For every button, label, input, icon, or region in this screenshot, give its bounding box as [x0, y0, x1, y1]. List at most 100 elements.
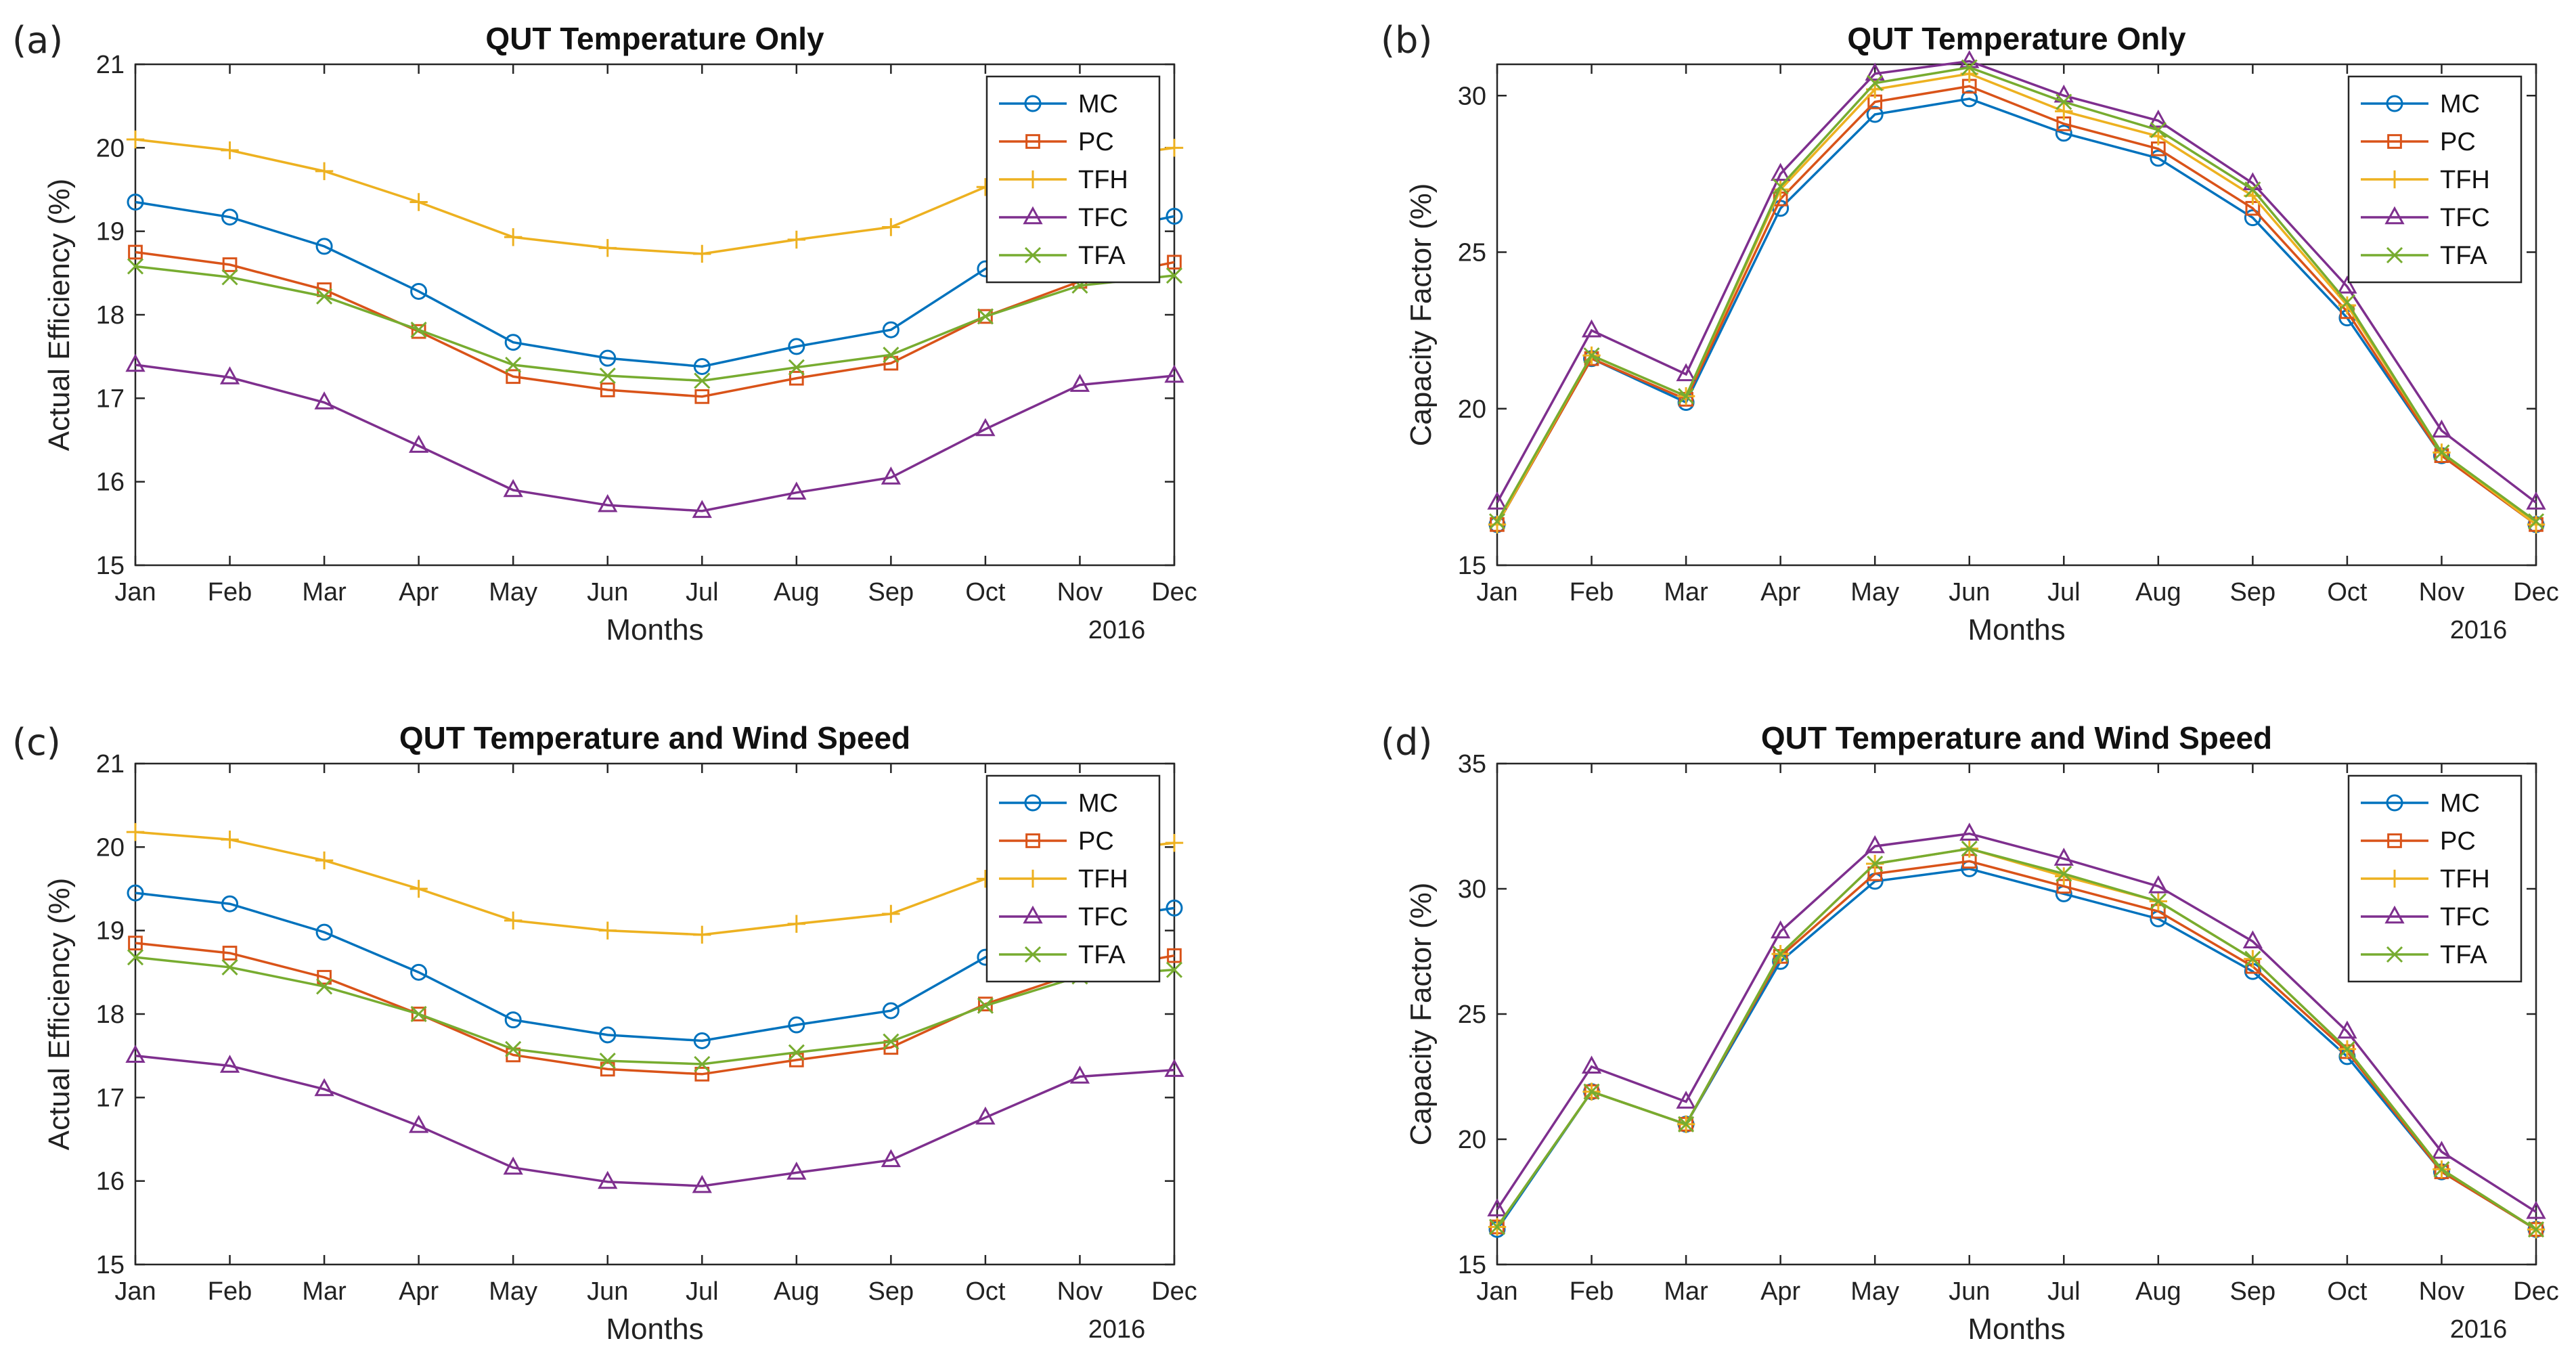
data-point-mc [221, 208, 239, 226]
x-tick-label: Jul [2047, 578, 2081, 607]
data-point-tfc [1164, 1059, 1184, 1077]
y-tick-label: 19 [96, 218, 125, 246]
data-point-pc [978, 309, 993, 324]
data-point-tfc [1959, 822, 1980, 841]
data-point-tfh [787, 915, 806, 933]
series-tfc [125, 1044, 1184, 1193]
x-tick-label: Sep [2230, 578, 2276, 607]
data-point-tfa [2527, 513, 2545, 530]
series-line-pc [135, 942, 1175, 1076]
data-point-mc [599, 349, 617, 367]
series-tfa [127, 949, 1183, 1073]
data-point-tfc [692, 500, 712, 519]
legend-label-tfc: TFC [1078, 903, 1128, 931]
data-point-tfc [2526, 1200, 2546, 1219]
y-axis-label: Capacity Factor (%) [1404, 883, 1438, 1146]
x-tick-label: Mar [1664, 578, 1708, 607]
data-point-tfh [2527, 515, 2546, 534]
data-point-tfa [1867, 855, 1884, 873]
x-tick-label: Oct [965, 578, 1006, 607]
x-tick-label: Jan [114, 578, 156, 607]
data-point-mc [410, 963, 428, 981]
data-point-tfa [883, 347, 900, 364]
data-point-pc [317, 969, 332, 985]
data-point-tfh [598, 921, 617, 940]
data-point-tfa [1165, 267, 1183, 284]
x-tick-label: Nov [1057, 578, 1103, 607]
data-point-tfh [1488, 515, 1507, 534]
x-tick-label: Aug [2135, 1277, 2181, 1306]
legend: MC PC TFH TFC TFA [985, 774, 1161, 983]
legend-marker-tfh [1023, 869, 1042, 888]
data-point-mc [410, 282, 428, 300]
data-point-mc [788, 1016, 805, 1034]
chart-title: QUT Temperature and Wind Speed [1761, 720, 2272, 755]
data-point-tfa [2056, 865, 2072, 882]
chart-title: QUT Temperature and Wind Speed [399, 720, 910, 755]
x-tick-label: Aug [774, 1277, 820, 1306]
x-axis-label: Months [1968, 613, 2065, 646]
data-point-tfa [599, 1053, 616, 1070]
legend-marker-mc [1024, 95, 1042, 112]
data-point-tfa [1165, 961, 1183, 978]
data-point-tfa [1867, 74, 1884, 91]
legend-marker-tfh [2385, 170, 2404, 189]
data-point-tfc [1487, 491, 1507, 510]
x-tick-label: Dec [1151, 578, 1197, 607]
data-point-tfa [977, 997, 994, 1014]
data-point-pc [128, 244, 143, 260]
data-point-tfc [1676, 363, 1696, 382]
data-point-mc [882, 321, 900, 338]
data-point-tfa [505, 356, 522, 374]
data-point-pc [694, 1066, 710, 1082]
legend-marker-tfa [1024, 946, 1042, 963]
data-point-tfc [2148, 109, 2169, 128]
legend-marker-tfc [1023, 206, 1043, 225]
data-point-tfa [221, 959, 238, 975]
data-point-tfa [1488, 1218, 1506, 1235]
x-tick-label: Oct [2327, 578, 2368, 607]
data-point-mc [127, 884, 144, 902]
legend-marker-tfa [2386, 246, 2403, 264]
data-point-tfc [1164, 364, 1184, 383]
data-point-tfh [2338, 296, 2357, 315]
y-tick-label: 25 [1458, 239, 1486, 267]
data-point-tfa [694, 372, 711, 389]
data-point-tfc [1581, 319, 1602, 338]
panel-label: (d) [1381, 721, 1432, 764]
data-point-tfc [503, 479, 523, 498]
data-point-tfa [410, 1005, 427, 1023]
data-point-tfc [598, 1170, 618, 1189]
data-point-tfc [786, 481, 807, 500]
legend-marker-mc [1024, 794, 1042, 812]
data-point-tfa [694, 1055, 711, 1073]
data-point-tfc [219, 1055, 240, 1073]
legend-marker-tfc [2384, 905, 2405, 924]
data-point-tfa [2433, 444, 2450, 461]
x-tick-label: Nov [2419, 578, 2465, 607]
x-axis-label: Months [606, 613, 703, 646]
series-line-tfa [135, 265, 1175, 382]
legend-label-pc: PC [1078, 128, 1114, 156]
series-tfa [1488, 59, 2545, 530]
chart-title: QUT Temperature Only [1847, 21, 2186, 56]
series-tfc [1487, 822, 2546, 1219]
x-tick-label: Jun [587, 1277, 628, 1306]
y-tick-label: 15 [1458, 1251, 1486, 1279]
data-point-pc [1167, 255, 1182, 270]
legend-marker-pc [2387, 833, 2402, 848]
data-point-tfc [881, 466, 901, 485]
legend-marker-tfa [1024, 246, 1042, 264]
data-point-tfc [408, 1114, 429, 1133]
chart-panel-3: (c) QUT Temperature and Wind Speed 15 16 17 1… [12, 720, 1197, 1346]
x-tick-label: Sep [868, 1277, 914, 1306]
data-point-tfc [2337, 276, 2357, 294]
data-point-tfh [221, 831, 239, 849]
data-point-tfc [2053, 848, 2074, 866]
legend-label-tfc: TFC [2440, 903, 2490, 931]
x-axis-year-label: 2016 [2450, 1315, 2508, 1344]
y-tick-label: 17 [96, 384, 125, 413]
data-point-tfc [1865, 62, 1885, 81]
y-tick-label: 21 [96, 750, 125, 778]
x-axis-label: Months [1968, 1313, 2065, 1346]
